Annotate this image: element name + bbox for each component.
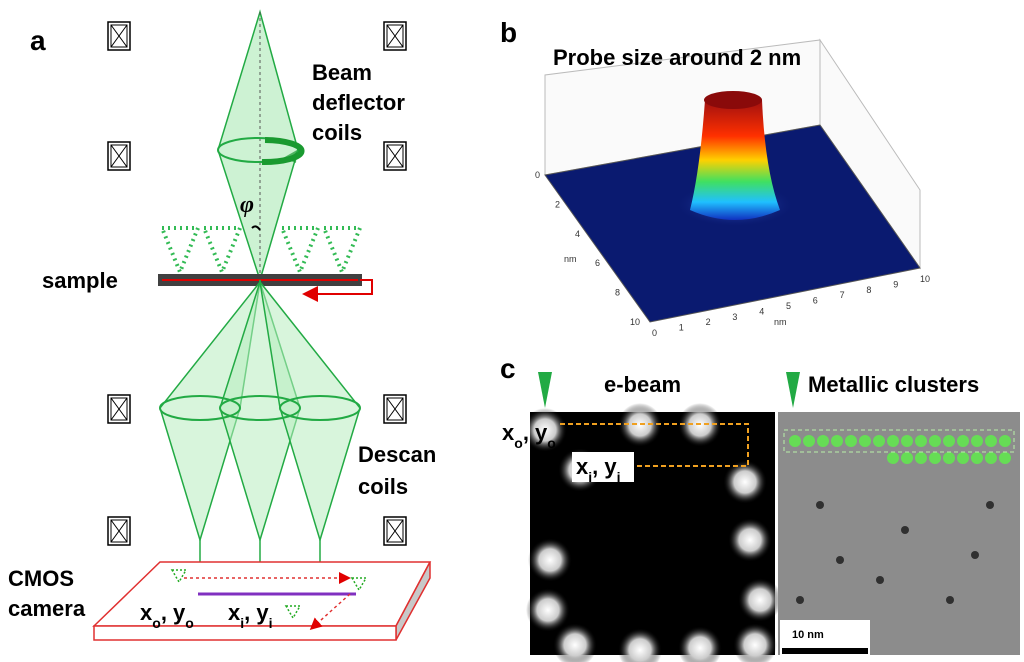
dot [957,435,969,447]
dot [915,435,927,447]
t: x [228,600,241,625]
spot [728,518,772,562]
label: coils [358,474,408,499]
cluster [986,501,994,509]
figure: a Beam deflector coils φ sample Descan c… [0,0,1024,662]
dot [845,435,857,447]
t: x [502,420,515,445]
surface-plot [545,40,920,322]
dot [929,452,941,464]
tick-label: 5 [786,301,791,311]
spot [526,588,570,632]
t: o [152,615,161,631]
label: deflector [312,90,405,115]
panel-label: b [500,17,517,48]
dot [901,452,913,464]
axis-label: nm [564,254,577,264]
dot [999,452,1011,464]
t: , y [523,420,548,445]
tem-image [778,412,1020,655]
tick-label: 3 [732,312,737,322]
dot [831,435,843,447]
label: e-beam [604,372,681,397]
dot [985,452,997,464]
label: camera [8,596,86,621]
dot [985,435,997,447]
tick-label: 10 [920,274,930,284]
scale-bar [782,648,868,654]
tick-label: 6 [595,258,600,268]
dot [887,452,899,464]
dot [999,435,1011,447]
spot [738,578,782,622]
t: o [185,615,194,631]
dot [971,452,983,464]
tick-label: 7 [840,290,845,300]
tick-label: 4 [759,306,764,316]
plot-title: Probe size around 2 nm [553,45,801,70]
dot [789,435,801,447]
dot [817,435,829,447]
panel-label: c [500,353,516,384]
tick-label: 2 [706,317,711,327]
cluster [901,526,909,534]
t: o [547,435,556,451]
tick-label: 1 [679,323,684,333]
upper-cone [218,12,302,280]
dot [943,452,955,464]
t: x [140,600,153,625]
label: Metallic clusters [808,372,979,397]
dot [803,435,815,447]
t: x [576,454,589,479]
tick-label: 0 [535,170,540,180]
dot [859,435,871,447]
panel-label: a [30,25,46,56]
marker [786,372,800,408]
angle: φ [240,192,254,218]
cluster [816,501,824,509]
label: coils [312,120,362,145]
tick-label: 0 [652,328,657,338]
tick-label: 8 [615,288,620,298]
dot [929,435,941,447]
dot [971,435,983,447]
t: , y [592,454,617,479]
cluster [876,576,884,584]
dot [873,435,885,447]
cluster [971,551,979,559]
scale-label: 10 nm [792,629,824,641]
dot [943,435,955,447]
label: Beam [312,60,372,85]
marker [538,372,552,408]
dot [901,435,913,447]
cluster [796,596,804,604]
tick-label: 8 [866,285,871,295]
t: i [617,469,621,485]
spot [528,538,572,582]
t: i [269,615,273,631]
tick-label: 9 [893,279,898,289]
tick-label: 4 [575,229,580,239]
t: o [514,435,523,451]
t: , y [161,600,186,625]
label: CMOS [8,566,74,591]
tick-label: 6 [813,296,818,306]
tick-label: 2 [555,199,560,209]
dot [915,452,927,464]
label: sample [42,268,118,293]
cluster [836,556,844,564]
axis-label: nm [774,317,787,327]
tick-label: 10 [630,317,640,327]
dot [957,452,969,464]
dot [887,435,899,447]
t: , y [244,600,269,625]
lower-cones [160,282,360,592]
label: Descan [358,442,436,467]
cluster [946,596,954,604]
